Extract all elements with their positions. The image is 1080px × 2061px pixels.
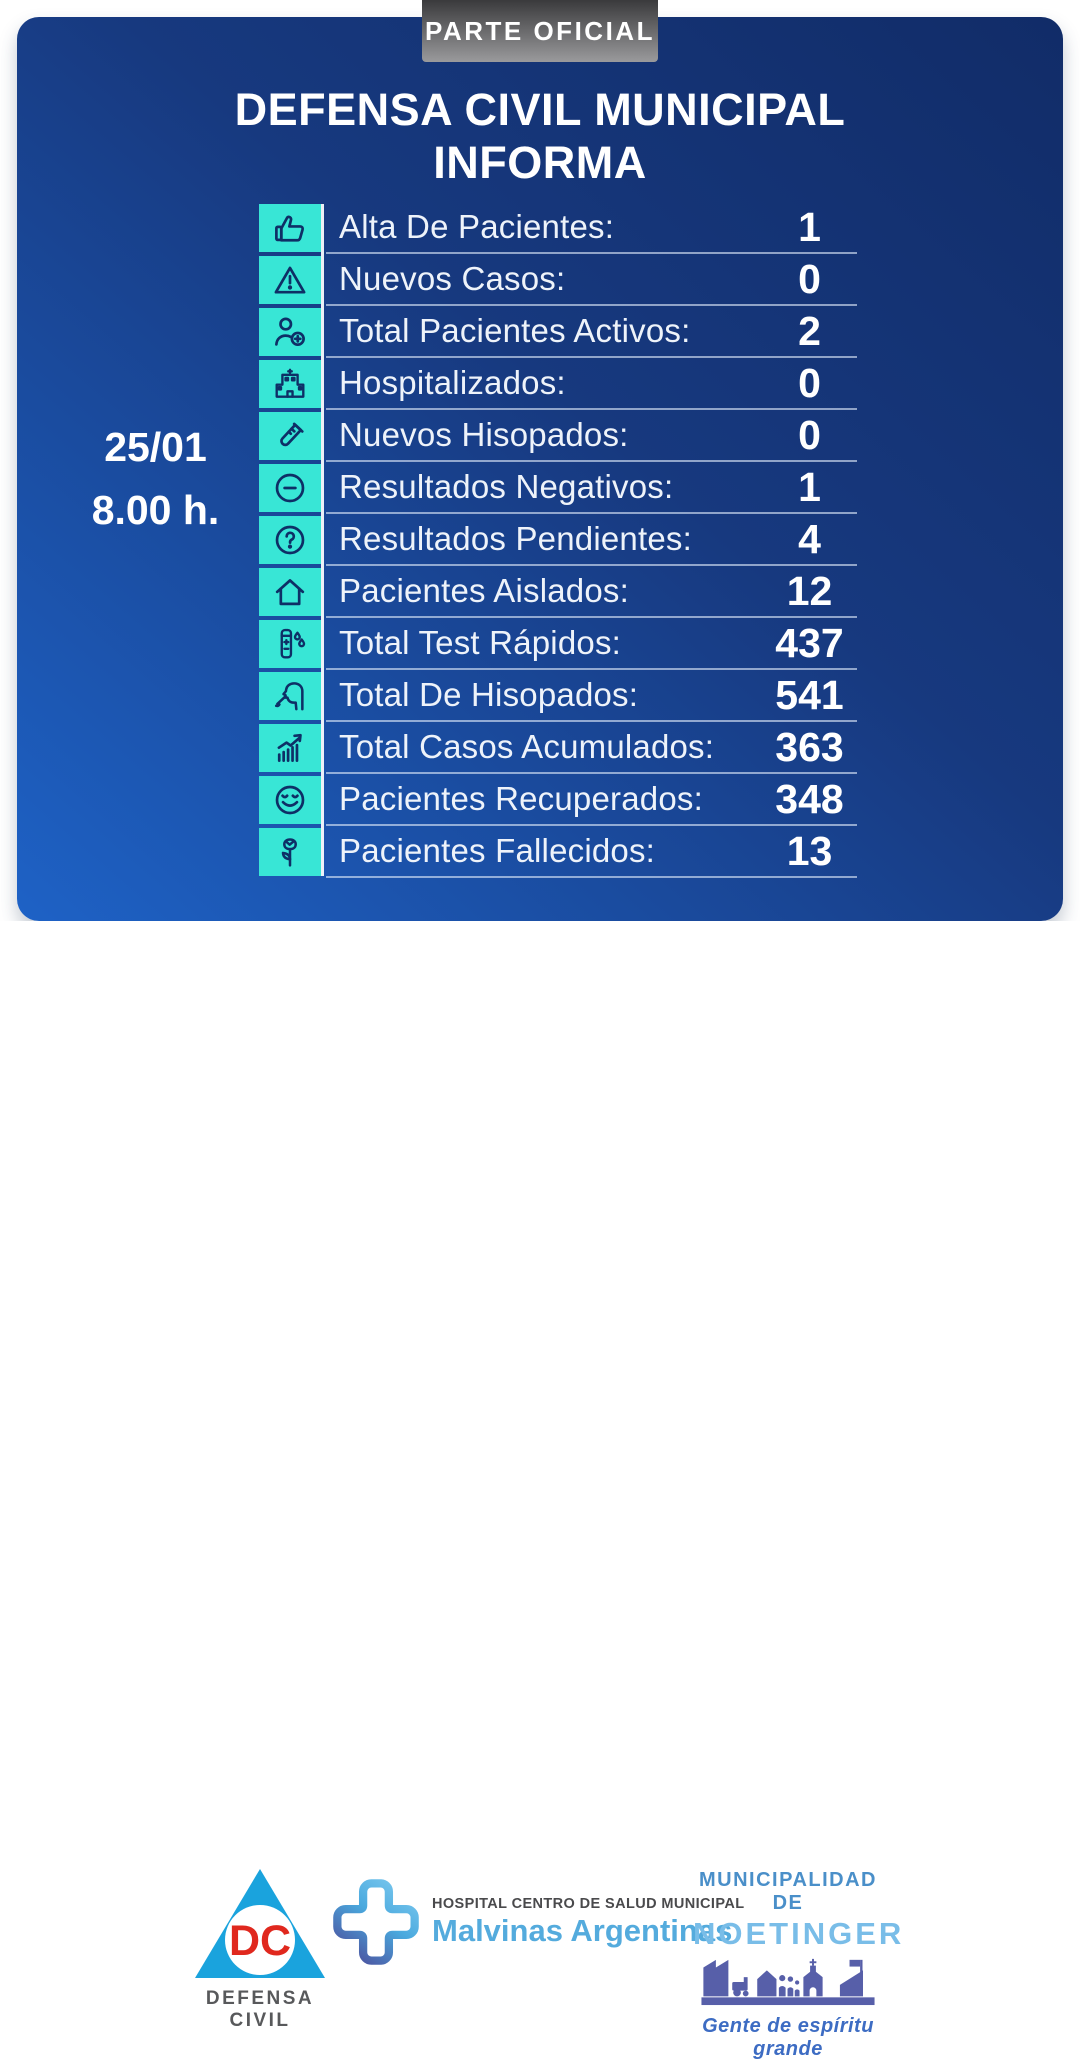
medical-cross-icon: [333, 1879, 419, 1965]
stat-label: Resultados Negativos:: [339, 468, 674, 505]
title-line-2: INFORMA: [433, 136, 647, 188]
thumbs-up-icon: [259, 204, 321, 252]
stat-value: 348: [775, 775, 844, 822]
parte-oficial-ribbon: PARTE OFICIAL: [422, 0, 658, 62]
stat-value: 541: [775, 671, 844, 718]
chart-up-icon: [259, 724, 321, 772]
stat-row: Total Casos Acumulados: 363: [259, 722, 857, 774]
hospital-logo: HOSPITAL CENTRO DE SALUD MUNICIPAL Malvi…: [330, 1873, 744, 1971]
stat-label: Pacientes Recuperados:: [339, 780, 703, 817]
icon-column-divider: [321, 204, 324, 876]
rapid-test-icon: [259, 620, 321, 668]
smiley-icon: [259, 776, 321, 824]
stat-row: Alta De Pacientes: 1: [259, 202, 857, 254]
municipality-tagline: Gente de espíritu grande: [702, 2015, 874, 2060]
stat-row: Total Pacientes Activos: 2: [259, 306, 857, 358]
stat-value: 4: [798, 515, 821, 562]
stat-value: 363: [775, 723, 844, 770]
municipality-logo: MUNICIPALIDAD DE NOETINGER: [693, 1869, 905, 2061]
rose-icon: [259, 828, 321, 876]
stat-row: Resultados Pendientes: 4: [259, 514, 857, 566]
svg-text:DC: DC: [229, 1917, 291, 1965]
stat-row: Nuevos Hisopados: 0: [259, 410, 857, 462]
stat-label: Nuevos Hisopados:: [339, 416, 629, 453]
stat-row: Hospitalizados: 0: [259, 358, 857, 410]
stat-value: 1: [798, 463, 821, 510]
stat-label: Pacientes Fallecidos:: [339, 832, 656, 869]
hospital-icon: [259, 360, 321, 408]
stat-label: Resultados Pendientes:: [339, 520, 692, 557]
footer-logos: DC DEFENSA CIVIL HOSPITAL CENTRO DE SALU…: [0, 921, 1080, 2060]
stats-table: Alta De Pacientes: 1 Nuevos Casos: 0: [259, 202, 857, 878]
stat-value: 0: [798, 359, 821, 406]
stat-label: Total Pacientes Activos:: [339, 312, 691, 349]
stat-row: Total De Hisopados: 541: [259, 670, 857, 722]
swab-face-icon: [259, 672, 321, 720]
stat-value: 0: [798, 411, 821, 458]
municipality-line2: NOETINGER: [693, 1916, 905, 1951]
stat-row: Total Test Rápidos: 437: [259, 618, 857, 670]
stat-value: 437: [775, 619, 844, 666]
report-date: 25/01: [104, 424, 207, 470]
stat-label: Alta De Pacientes:: [339, 208, 615, 245]
stat-label: Pacientes Aislados:: [339, 572, 629, 609]
stat-label: Nuevos Casos:: [339, 260, 566, 297]
page-title: DEFENSA CIVIL MUNICIPAL INFORMA: [40, 84, 1040, 189]
bulletin-card: [17, 17, 1063, 921]
stat-row: Pacientes Recuperados: 348: [259, 774, 857, 826]
report-time: 8.00 h.: [91, 487, 220, 533]
report-datetime: 25/01 8.00 h.: [58, 424, 253, 534]
defensa-civil-triangle-icon: DC: [195, 1869, 325, 1978]
title-line-1: DEFENSA CIVIL MUNICIPAL: [234, 84, 846, 135]
town-skyline-icon: [701, 1958, 875, 2006]
stat-row: Pacientes Fallecidos: 13: [259, 826, 857, 878]
stat-label: Total Test Rápidos:: [339, 624, 622, 661]
question-circle-icon: [259, 516, 321, 564]
defensa-civil-logo: DC DEFENSA CIVIL: [193, 1867, 327, 2032]
patient-add-icon: [259, 308, 321, 356]
stat-value: 2: [798, 307, 821, 354]
stat-row: Nuevos Casos: 0: [259, 254, 857, 306]
stat-value: 13: [786, 827, 833, 874]
stat-row: Resultados Negativos: 1: [259, 462, 857, 514]
stat-row: Pacientes Aislados: 12: [259, 566, 857, 618]
stat-value: 0: [798, 255, 821, 302]
stat-value: 12: [786, 567, 833, 614]
test-tube-icon: [259, 412, 321, 460]
stat-label: Hospitalizados:: [339, 364, 566, 401]
home-icon: [259, 568, 321, 616]
stat-value: 1: [798, 203, 821, 250]
minus-circle-icon: [259, 464, 321, 512]
defensa-civil-caption: DEFENSA CIVIL: [205, 1988, 315, 2031]
warning-icon: [259, 256, 321, 304]
stat-label: Total Casos Acumulados:: [339, 728, 715, 765]
municipality-line1: MUNICIPALIDAD DE: [698, 1869, 877, 1914]
stat-label: Total De Hisopados:: [339, 676, 639, 713]
ribbon-label: PARTE OFICIAL: [425, 15, 655, 46]
